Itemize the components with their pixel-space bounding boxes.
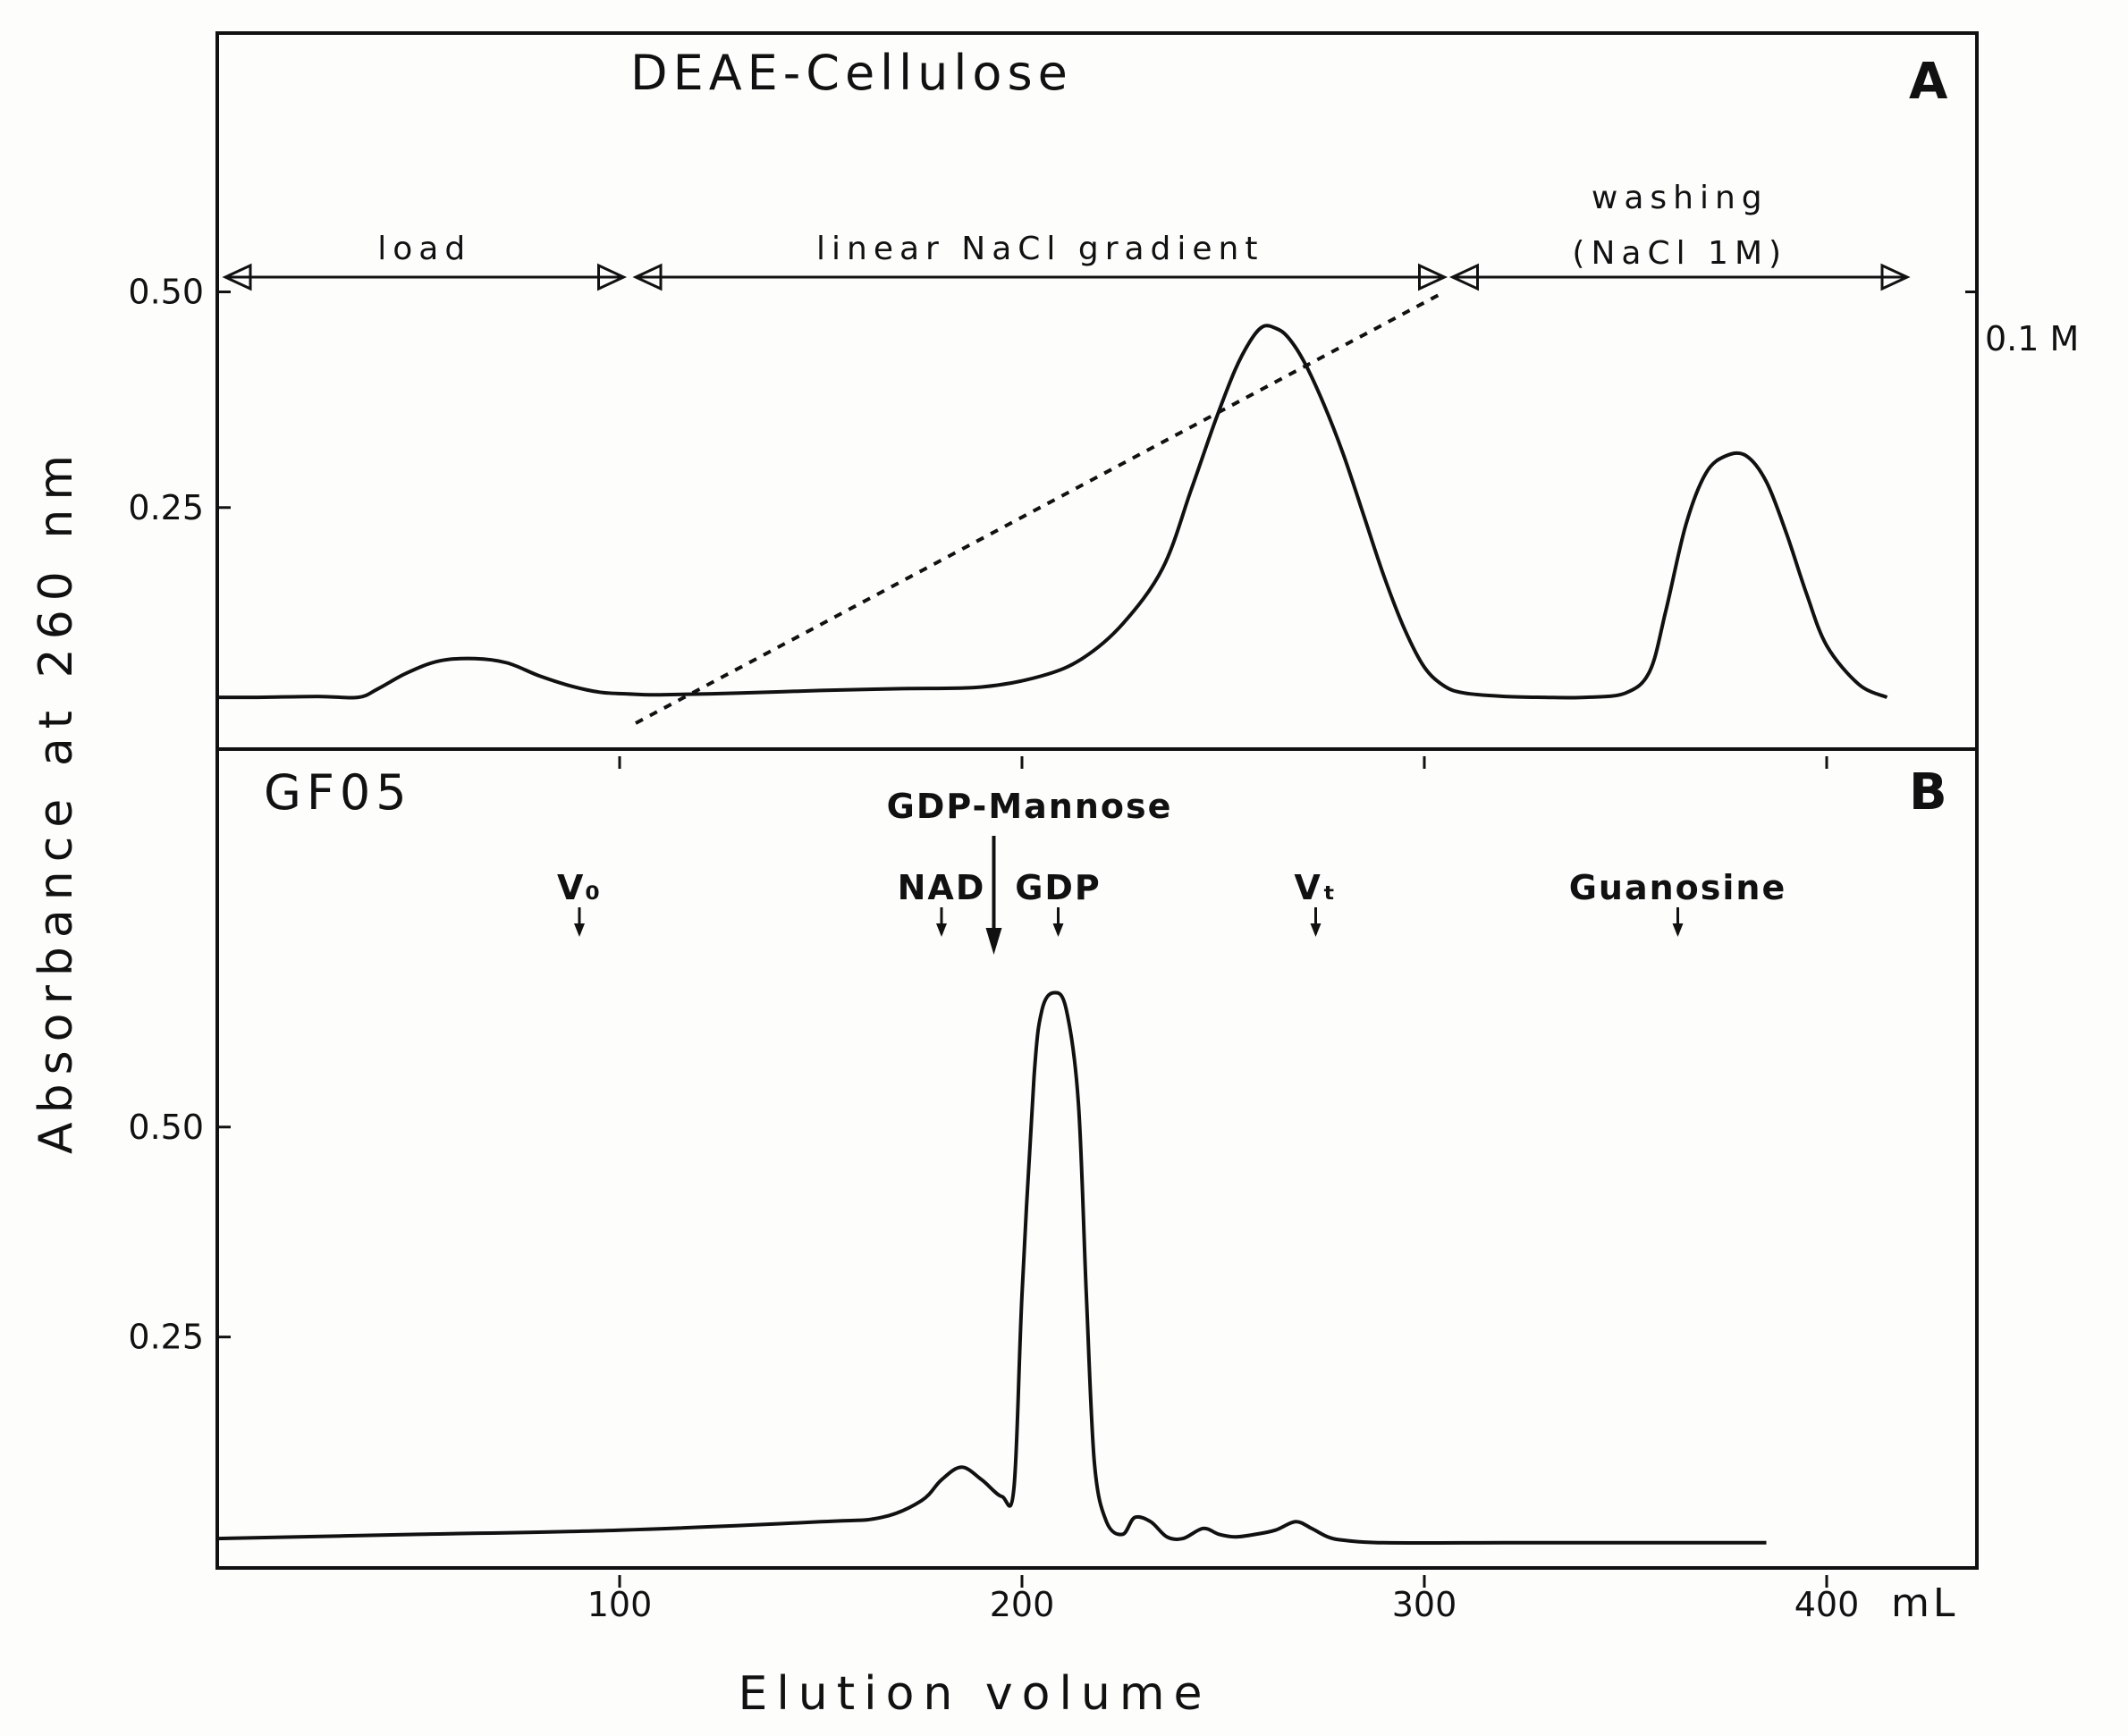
absorbance-trace <box>216 324 1888 700</box>
segment-arrow-right <box>1880 263 1911 291</box>
marker-label: Vₜ <box>1294 868 1337 907</box>
marker-label: Guanosine <box>1569 868 1787 907</box>
segment-label: washing <box>1592 180 1769 216</box>
marker-arrow-head <box>936 923 947 937</box>
marker-arrow-head <box>574 923 585 937</box>
panel-a-title: DEAE-Cellulose <box>630 45 1073 101</box>
absorbance-trace <box>216 990 1767 1546</box>
x-tick-label: 300 <box>1392 1585 1457 1624</box>
panel-b-letter: B <box>1909 763 1947 822</box>
marker-label: NAD <box>898 868 986 907</box>
y-tick-label: 0.50 <box>128 1108 204 1147</box>
x-tick-label: 400 <box>1794 1585 1860 1624</box>
panel-a: 0.25 0.50 load linear NaCl gradient washing (… <box>128 180 1977 769</box>
y-tick-label: 0.25 <box>128 488 204 527</box>
marker-label: GDP <box>1015 868 1102 907</box>
y-tick-label: 0.50 <box>128 273 204 312</box>
segment-arrow-left <box>222 263 252 291</box>
segment-label-2: (NaCl 1M) <box>1572 235 1787 272</box>
x-axis-label: Elution volume <box>738 1667 1211 1721</box>
x-tick-label: 100 <box>587 1585 653 1624</box>
marker-label: GDP-Mannose <box>887 787 1173 826</box>
marker-arrow-head <box>1052 923 1064 937</box>
segment-arrow-left <box>632 263 663 291</box>
segment-arrow-left <box>1448 263 1479 291</box>
panel-a-letter: A <box>1909 53 1948 111</box>
segment-arrow-right <box>597 263 628 291</box>
marker-arrow-head <box>1672 923 1684 937</box>
x-unit-label: mL <box>1891 1580 1958 1626</box>
segment-arrow-right <box>1418 263 1448 291</box>
marker-arrow-head <box>1310 923 1322 937</box>
segment-label: load <box>377 231 471 267</box>
panel-b: 0.25 0.50 100 200 300 400 V₀ NAD GDP-Mannose GDP V… <box>128 787 1859 1624</box>
x-tick-label: 200 <box>990 1585 1055 1624</box>
panel-b-title: GF05 <box>264 764 412 821</box>
right-axis-label: 0.1 M <box>1985 319 2079 358</box>
marker-label: V₀ <box>557 868 602 907</box>
marker-arrow-head <box>985 928 1002 955</box>
gradient-line <box>635 290 1446 725</box>
segment-label: linear NaCl gradient <box>816 231 1264 267</box>
y-tick-label: 0.25 <box>128 1318 204 1357</box>
y-axis-label: Absorbance at 260 nm <box>30 446 83 1154</box>
plot-frame <box>215 31 1979 1570</box>
